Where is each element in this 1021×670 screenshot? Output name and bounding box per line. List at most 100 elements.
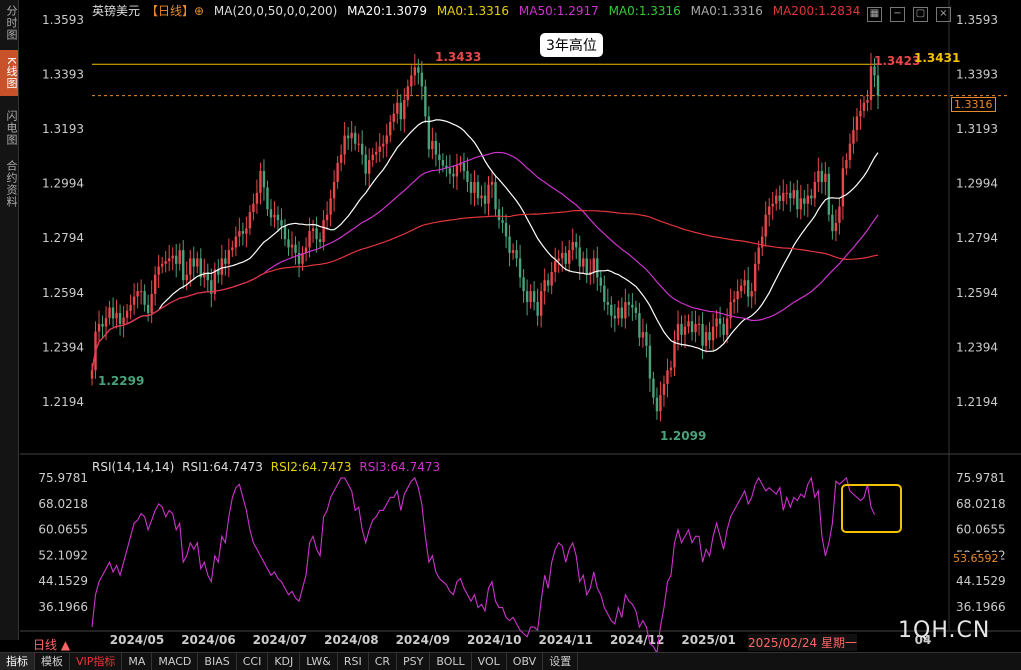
indicator-tab-13[interactable]: VOL (472, 653, 507, 670)
grid-icon[interactable]: ▦ (867, 7, 882, 22)
candle-body (546, 280, 550, 286)
candle-body (480, 195, 483, 199)
indicator-tab-10[interactable]: CR (369, 653, 398, 670)
candle-body (525, 291, 529, 303)
rsi-header: RSI(14,14,14) RSI1:64.7473 RSI2:64.7473 … (92, 460, 444, 474)
indicator-tab-8[interactable]: LW& (300, 653, 338, 670)
indicator-tab-3[interactable]: MA (122, 653, 153, 670)
candle-body (224, 258, 227, 264)
candle-body (620, 307, 624, 319)
candle-body (175, 255, 178, 264)
ma200-value: MA200:1.2834 (772, 4, 861, 18)
indicator-tab-11[interactable]: PSY (397, 653, 431, 670)
indicator-tab-7[interactable]: KDJ (268, 653, 301, 670)
candle-body (575, 241, 578, 248)
indicator-tab-0[interactable]: 指标 (0, 653, 35, 670)
candle-body (550, 272, 553, 286)
tab-contract-info[interactable]: 合约资料 (5, 160, 18, 208)
ma50-value: MA50:1.2917 (518, 4, 599, 18)
candle-body (438, 154, 441, 161)
candle-body (336, 162, 339, 182)
candle-body (729, 302, 732, 319)
candle-body (803, 198, 806, 204)
candle-body (529, 291, 532, 303)
price-tick-left: 1.2394 (42, 340, 84, 354)
indicator-tab-6[interactable]: CCI (237, 653, 269, 670)
candle-body (294, 244, 297, 253)
candle-body (683, 326, 687, 335)
candle-body (385, 135, 388, 144)
price-tick-left: 1.3393 (42, 68, 84, 82)
tab-flash[interactable]: 闪电图 (5, 110, 18, 146)
tab-timeshare[interactable]: 分时图 (5, 5, 18, 41)
candle-body (599, 277, 602, 286)
candle-body (150, 293, 153, 313)
candle-body (578, 247, 581, 267)
candle-body (382, 143, 385, 147)
candle-body (476, 181, 480, 199)
candle-body (434, 140, 438, 155)
indicator-tab-1[interactable]: 模板 (35, 653, 70, 670)
candle-body (518, 258, 522, 278)
candle-body (508, 236, 511, 253)
indicator-tab-15[interactable]: 设置 (543, 653, 579, 670)
candle-body (775, 195, 778, 204)
caret-up-icon: ▲ (60, 638, 71, 652)
add-icon[interactable]: ⊕ (194, 4, 205, 18)
low-label-2: 1.2099 (660, 429, 706, 443)
rsi-current-tag: 53.6592 (951, 552, 1001, 565)
candle-body (322, 220, 325, 242)
candle-body (617, 307, 620, 319)
price-tick-right: 1.2594 (956, 286, 998, 300)
indicator-tab-14[interactable]: OBV (507, 653, 544, 670)
candle-body (115, 312, 118, 319)
rsi-tick-right: 36.1966 (956, 600, 1006, 614)
close-icon[interactable]: × (936, 7, 951, 22)
indicator-tab-5[interactable]: BIAS (198, 653, 237, 670)
candle-body (375, 151, 378, 155)
ma-def[interactable]: MA(20,0,50,0,0,200) (213, 4, 338, 18)
rsi-tick-right: 60.0655 (956, 523, 1006, 537)
tab-kline[interactable]: K线图 (0, 50, 18, 96)
price-tick-left: 1.2994 (42, 177, 84, 191)
candle-body (876, 75, 880, 96)
indicator-tab-2[interactable]: VIP指标 (70, 653, 123, 670)
indicator-tab-4[interactable]: MACD (152, 653, 199, 670)
candle-body (311, 228, 315, 232)
candle-body (301, 252, 304, 264)
candle-body (725, 318, 729, 335)
rsi-def[interactable]: RSI(14,14,14) (92, 460, 175, 474)
period-label[interactable]: 【日线】 (146, 4, 195, 18)
candle-body (111, 307, 115, 319)
candle-body (501, 220, 504, 223)
candle-body (711, 326, 715, 341)
x-tick-label: 2024/05 (110, 633, 164, 647)
candle-body (146, 304, 150, 313)
crosshair-date: 2025/02/24 星期一 (748, 634, 857, 651)
candle-body (332, 181, 336, 199)
price-tick-left: 1.2594 (42, 286, 84, 300)
watermark: 1QH.CN (898, 618, 991, 643)
candle-body (122, 317, 125, 324)
indicator-tab-9[interactable]: RSI (338, 653, 369, 670)
restore-icon[interactable]: ▢ (913, 7, 928, 22)
candle-body (455, 165, 459, 177)
candle-body (399, 102, 402, 120)
candle-body (378, 146, 381, 152)
x-tick-label: 2024/12 (610, 633, 664, 647)
indicator-tab-12[interactable]: BOLL (430, 653, 472, 670)
candle-body (343, 135, 346, 155)
price-tick-left: 1.2794 (42, 231, 84, 245)
candle-body (466, 170, 469, 182)
candle-body (848, 143, 852, 161)
candle-body (231, 247, 234, 251)
period-button[interactable]: 日线 ▲ (33, 636, 70, 653)
candle-body (771, 203, 774, 207)
price-tick-right: 1.3593 (956, 13, 998, 27)
candle-body (269, 209, 273, 218)
minimize-icon[interactable]: − (890, 7, 905, 22)
candle-body (571, 241, 574, 251)
current-price-tag: 1.3316 (951, 97, 996, 112)
candle-body (325, 214, 329, 221)
